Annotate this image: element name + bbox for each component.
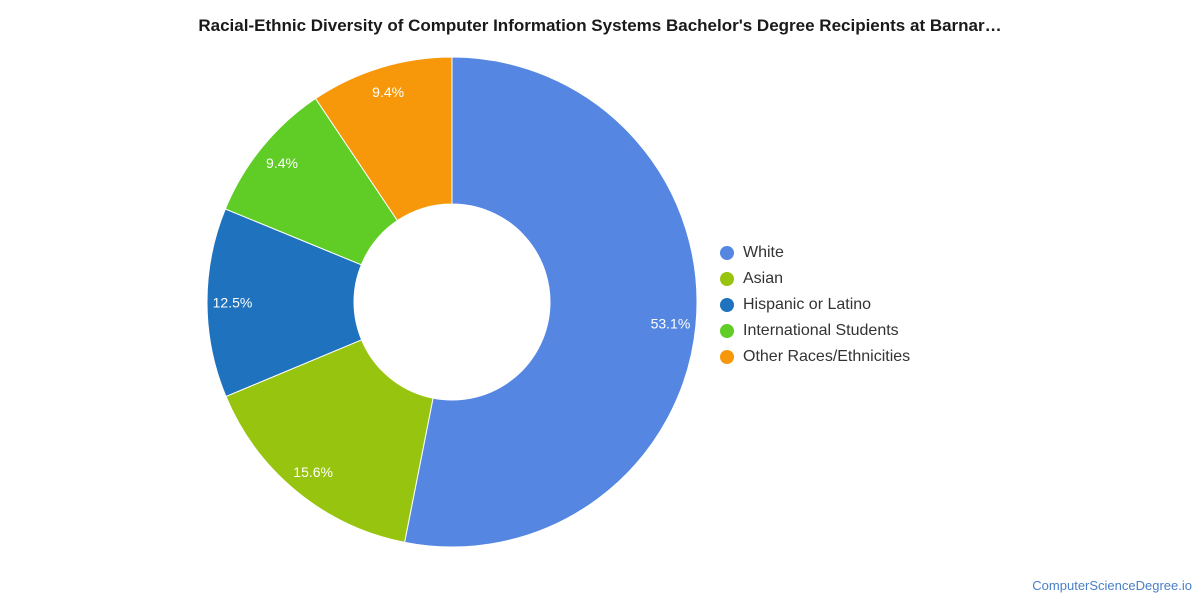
legend-item-other-races-ethnicities[interactable]: Other Races/Ethnicities <box>720 344 910 370</box>
legend-label: Other Races/Ethnicities <box>743 348 911 365</box>
slice-other-races-ethnicities[interactable] <box>314 56 453 222</box>
chart-title: Racial-Ethnic Diversity of Computer Info… <box>198 16 1002 35</box>
slice-hispanic-or-latino[interactable] <box>206 208 363 398</box>
legend: White Asian Hispanic or Latino Internationa… <box>720 240 910 370</box>
legend-swatch <box>720 298 734 312</box>
data-label-asian: 15.6% <box>293 464 333 480</box>
slices <box>206 56 698 548</box>
legend-label: Asian <box>743 270 784 287</box>
data-label-hispanic-or-latino: 12.5% <box>213 295 253 311</box>
legend-swatch <box>720 324 734 338</box>
legend-swatch <box>720 246 734 260</box>
legend-label: Hispanic or Latino <box>743 296 872 313</box>
slice-labels: 53.1% 15.6% 12.5% 9.4% 9.4% <box>213 84 691 480</box>
data-label-other-races-ethnicities: 9.4% <box>372 84 404 100</box>
source-credit[interactable]: ComputerScienceDegree.io <box>1032 578 1192 593</box>
legend-swatch <box>720 272 734 286</box>
slice-asian[interactable] <box>225 339 434 543</box>
legend-item-white[interactable]: White <box>720 240 910 266</box>
legend-item-international-students[interactable]: International Students <box>720 318 910 344</box>
legend-label: White <box>743 244 784 261</box>
legend-item-hispanic-or-latino[interactable]: Hispanic or Latino <box>720 292 910 318</box>
legend-item-asian[interactable]: Asian <box>720 266 910 292</box>
data-label-international-students: 9.4% <box>266 155 298 171</box>
legend-label: International Students <box>743 322 899 339</box>
legend-swatch <box>720 350 734 364</box>
data-label-white: 53.1% <box>651 315 691 331</box>
slice-white[interactable] <box>403 56 698 548</box>
